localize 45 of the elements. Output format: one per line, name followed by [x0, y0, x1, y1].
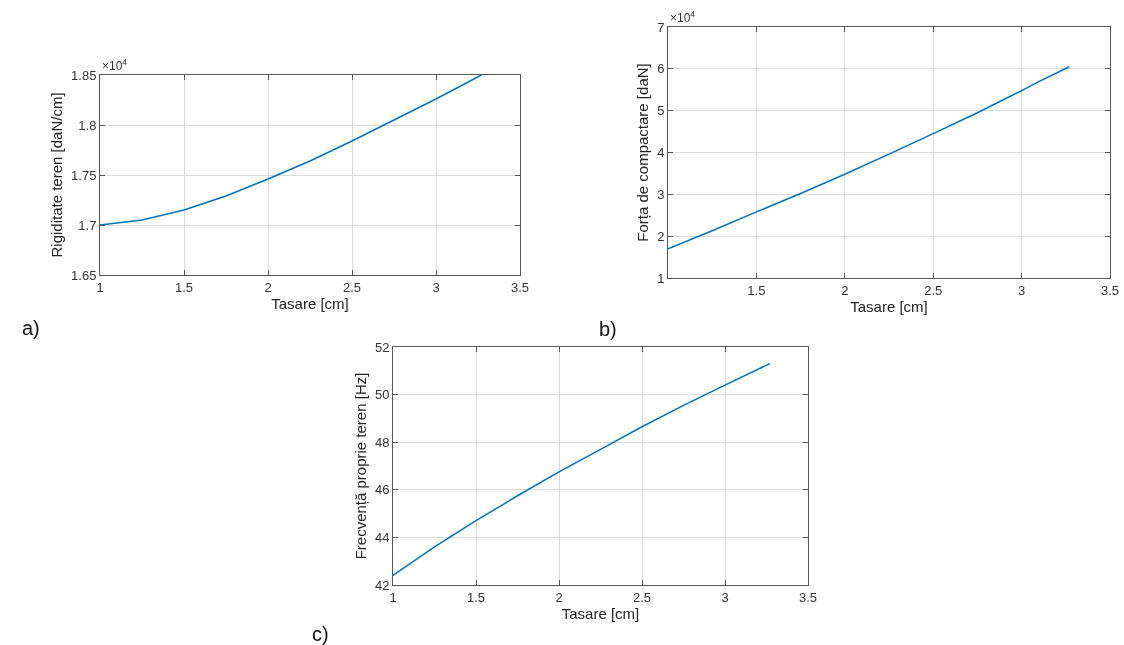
y-tick-label: 5 [657, 103, 665, 119]
line-series [393, 362, 771, 577]
y-tick-label: 3 [657, 186, 665, 202]
y-tick-label: 1.8 [78, 117, 97, 133]
y-tick-label: 1.75 [71, 167, 97, 183]
y-axis-title: Rigiditate teren [daN/cm] [48, 92, 66, 258]
x-axis-title: Tasare [cm] [271, 294, 349, 312]
y-tick-label: 48 [374, 434, 390, 450]
line-series [668, 65, 1071, 250]
x-tick-label: 3.5 [1100, 282, 1120, 298]
x-tick-label: 2 [264, 279, 272, 295]
x-tick-label: 1.5 [747, 282, 766, 298]
x-axis-title: Tasare [cm] [850, 297, 928, 315]
text: c) [312, 623, 329, 645]
x-tick-label: 3.5 [510, 279, 530, 295]
y-tick-label: 7 [657, 19, 665, 35]
y-axis-title: Frecvență proprie teren [Hz] [352, 372, 370, 560]
x-tick-label: 3 [721, 589, 729, 605]
y-axis-title: Forța de compactare [daN] [634, 63, 652, 242]
y-tick-label: 1.7 [78, 217, 97, 233]
text: ×10$^{4}$ [670, 9, 696, 26]
y-tick-label: 6 [657, 61, 665, 77]
x-tick-label: 1.5 [466, 589, 486, 605]
x-tick-label: 2 [841, 282, 849, 298]
text: a) [22, 317, 40, 339]
x-tick-label: 2.5 [342, 279, 362, 295]
y-tick-label: 46 [374, 482, 390, 498]
x-axis-title: Tasare [cm] [561, 604, 640, 622]
x-tick-label: 2.5 [924, 282, 943, 298]
x-tick-label: 2 [555, 589, 563, 605]
text: ×10$^{4}$ [102, 57, 128, 74]
y-tick-label: 52 [374, 339, 390, 355]
y-tick-label: 50 [374, 387, 390, 403]
x-tick-label: 1.5 [174, 279, 194, 295]
y-tick-label: 44 [374, 529, 390, 545]
text: b) [599, 318, 617, 340]
y-tick-label: 1.65 [71, 267, 97, 283]
y-tick-label: 2 [657, 228, 665, 244]
x-tick-label: 2.5 [632, 589, 652, 605]
y-tick-label: 42 [374, 577, 390, 593]
y-tick-label: 1.85 [71, 67, 97, 83]
y-tick-label: 4 [657, 145, 665, 161]
x-tick-label: 3 [1017, 282, 1026, 298]
x-tick-label: 3 [432, 279, 440, 295]
x-tick-label: 3.5 [798, 589, 818, 605]
